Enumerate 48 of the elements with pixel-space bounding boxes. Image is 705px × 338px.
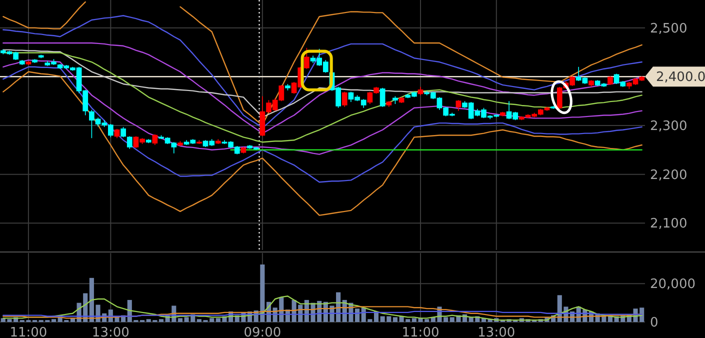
x-tick-label: 11:00 xyxy=(10,326,48,338)
x-tick-label: 13:00 xyxy=(92,326,130,338)
candlestick xyxy=(304,47,310,70)
bar xyxy=(158,319,164,322)
candlestick xyxy=(398,96,404,104)
candlestick xyxy=(26,60,32,66)
y-tick-label: 20,000 xyxy=(650,277,696,292)
candlestick xyxy=(392,96,398,104)
bar xyxy=(178,318,182,322)
x-tick-label: 09:00 xyxy=(244,326,282,338)
line-series xyxy=(2,66,642,183)
candlestick xyxy=(126,136,132,150)
candlestick xyxy=(196,140,202,144)
candlestick xyxy=(178,140,183,146)
candlestick xyxy=(19,60,25,66)
candlestick xyxy=(380,87,386,108)
candlestick xyxy=(500,111,506,117)
y-tick-label: 2,100 xyxy=(650,216,688,232)
y-tick-label: 2,500 xyxy=(650,21,688,36)
candlestick xyxy=(114,128,120,139)
y-tick-label: 2,300 xyxy=(650,119,688,134)
candlestick xyxy=(285,84,290,91)
x-tick-label: 13:00 xyxy=(478,326,516,338)
bar xyxy=(392,317,398,322)
bar xyxy=(355,308,360,322)
candlestick xyxy=(32,58,38,64)
candlestick xyxy=(146,138,152,144)
candlestick xyxy=(342,91,348,108)
candlestick xyxy=(152,134,158,146)
candlestick xyxy=(418,86,424,96)
line-series xyxy=(2,296,642,321)
ref-line-label: 2,400.0 xyxy=(656,70,705,86)
line-series xyxy=(2,71,642,216)
line-series xyxy=(2,59,642,155)
candlestick xyxy=(215,138,221,144)
bar xyxy=(51,319,56,322)
candlestick xyxy=(120,126,126,138)
line-series xyxy=(2,49,642,118)
candlestick xyxy=(588,80,594,88)
candlestick xyxy=(240,146,246,154)
y-tick-label: 2,200 xyxy=(650,168,688,183)
x-tick-label: 11:00 xyxy=(402,326,440,338)
y-tick-label: 0 xyxy=(650,316,658,331)
candlestick xyxy=(456,100,462,112)
candlestick xyxy=(38,54,44,59)
candlestick xyxy=(386,100,392,108)
line-series xyxy=(2,52,642,143)
candlestick xyxy=(608,76,613,86)
